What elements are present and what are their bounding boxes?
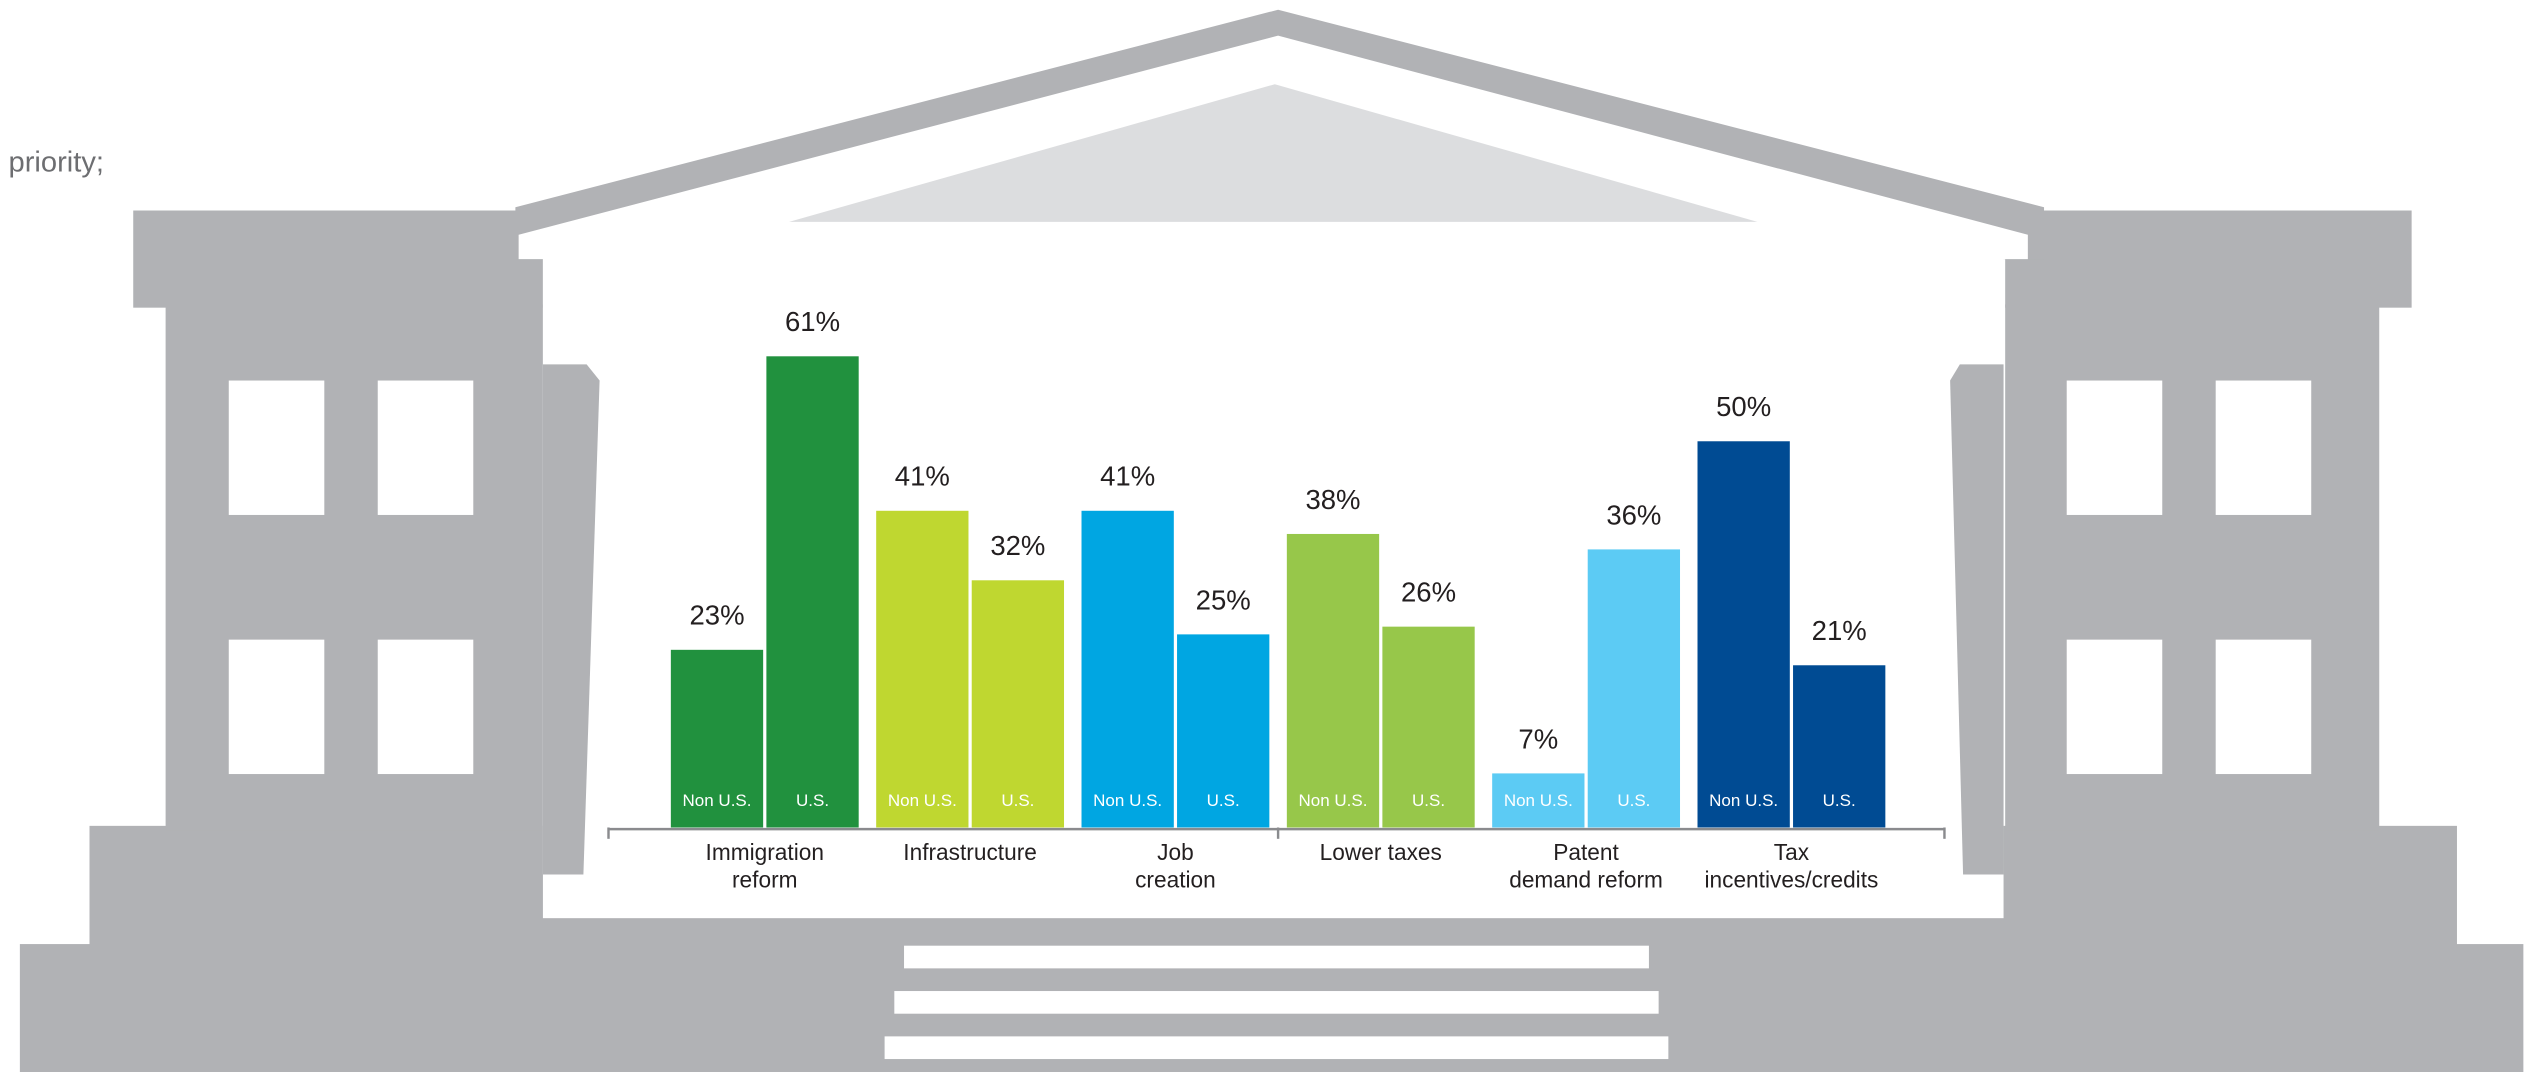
value-label: 26% xyxy=(1401,577,1456,608)
legend-label: U.S. xyxy=(796,791,829,810)
value-label: 61% xyxy=(785,306,840,337)
value-label: 50% xyxy=(1716,391,1771,422)
value-label: 38% xyxy=(1305,484,1360,515)
bar xyxy=(971,580,1065,828)
value-label: 21% xyxy=(1812,615,1867,646)
legend-label: Non U.S. xyxy=(1299,791,1368,810)
legend-label: U.S. xyxy=(1412,791,1445,810)
bar xyxy=(1382,626,1475,828)
category-label-box: Tax incentives/credits xyxy=(1704,838,1879,893)
x-tick-label: Job creation xyxy=(1135,838,1216,893)
legend-label: U.S. xyxy=(1001,791,1034,810)
category-label-box: Patent demand reform xyxy=(1509,838,1663,893)
bar xyxy=(670,649,764,828)
legend-label: U.S. xyxy=(1617,791,1650,810)
category-label-box: Lower taxes xyxy=(1319,838,1442,865)
bar xyxy=(1587,549,1681,828)
x-tick-label: Lower taxes xyxy=(1319,838,1442,865)
annotation: priority; xyxy=(9,146,104,178)
bar xyxy=(1286,533,1380,828)
bar xyxy=(1793,665,1886,828)
value-label: 23% xyxy=(689,600,744,631)
value-label: 36% xyxy=(1606,499,1661,530)
x-tick-label: Infrastructure xyxy=(903,838,1037,865)
legend-label: U.S. xyxy=(1207,791,1240,810)
value-label: 7% xyxy=(1518,723,1558,754)
value-label: 41% xyxy=(1100,461,1155,492)
bar xyxy=(1081,510,1174,828)
x-tick-label: Tax incentives/credits xyxy=(1704,838,1879,893)
legend-label: Non U.S. xyxy=(1504,791,1573,810)
category-label-box: Job creation xyxy=(1135,838,1216,893)
legend-label: Non U.S. xyxy=(888,791,957,810)
x-tick-label: Patent demand reform xyxy=(1509,838,1663,893)
bar xyxy=(1492,773,1585,828)
bar xyxy=(1177,634,1270,828)
x-tick-label: Immigration reform xyxy=(705,838,824,893)
legend-label: Non U.S. xyxy=(1093,791,1162,810)
bar xyxy=(1697,441,1790,828)
legend-label: Non U.S. xyxy=(1709,791,1778,810)
bar xyxy=(876,510,969,828)
value-label: 32% xyxy=(990,530,1045,561)
legend-label: Non U.S. xyxy=(683,791,752,810)
legend-label: U.S. xyxy=(1823,791,1856,810)
category-label-box: Infrastructure xyxy=(903,838,1037,865)
value-label: 41% xyxy=(895,461,950,492)
bar xyxy=(766,356,859,828)
value-label: 25% xyxy=(1196,584,1251,615)
category-label-box: Immigration reform xyxy=(705,838,824,893)
